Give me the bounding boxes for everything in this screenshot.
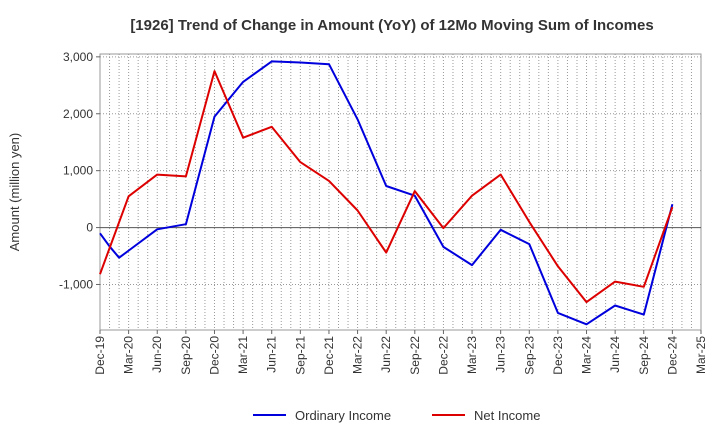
x-tick-label: Dec-19 (93, 336, 107, 375)
x-tick-label: Jun-22 (379, 336, 393, 373)
y-axis: 3,000 2,000 1,000 0 -1,000 (59, 50, 100, 291)
x-tick-label: Jun-24 (608, 336, 622, 373)
x-tick-label: Mar-22 (351, 336, 365, 374)
x-tick-label: Sep-21 (293, 336, 307, 375)
chart-title: [1926] Trend of Change in Amount (YoY) o… (130, 17, 653, 34)
x-tick-label: Sep-23 (522, 336, 536, 375)
plot-area (99, 53, 702, 331)
legend: Ordinary Income Net Income (253, 408, 540, 423)
x-axis: Dec-19 Mar-20 Jun-20 Sep-20 Dec-20 Mar-21 Jun-… (93, 330, 708, 375)
x-tick-label: Mar-23 (465, 336, 479, 374)
y-tick-label: 2,000 (63, 107, 93, 121)
y-tick-label: -1,000 (59, 277, 93, 291)
x-tick-label: Mar-20 (122, 336, 136, 374)
grid (100, 54, 702, 330)
x-tick-label: Dec-22 (436, 336, 450, 375)
y-tick-label: 1,000 (63, 164, 93, 178)
legend-label: Net Income (474, 408, 540, 423)
series-lines (99, 60, 674, 326)
x-tick-label: Jun-23 (494, 336, 508, 373)
y-tick-label: 0 (86, 221, 93, 235)
x-tick-label: Jun-21 (265, 336, 279, 373)
x-tick-label: Sep-22 (408, 336, 422, 375)
x-tick-label: Dec-20 (207, 336, 221, 375)
x-tick-label: Jun-20 (150, 336, 164, 373)
x-tick-label: Dec-23 (551, 336, 565, 375)
x-tick-label: Mar-24 (580, 336, 594, 374)
x-tick-label: Sep-20 (179, 336, 193, 375)
series-line-ordinary-income (99, 60, 674, 326)
y-tick-label: 3,000 (63, 50, 93, 64)
legend-label: Ordinary Income (295, 408, 391, 423)
x-tick-label: Sep-24 (637, 336, 651, 375)
x-tick-label: Mar-25 (694, 336, 708, 374)
x-tick-label: Dec-24 (665, 336, 679, 375)
y-axis-label: Amount (million yen) (7, 133, 22, 252)
x-tick-label: Dec-21 (322, 336, 336, 375)
x-tick-label: Mar-21 (236, 336, 250, 374)
